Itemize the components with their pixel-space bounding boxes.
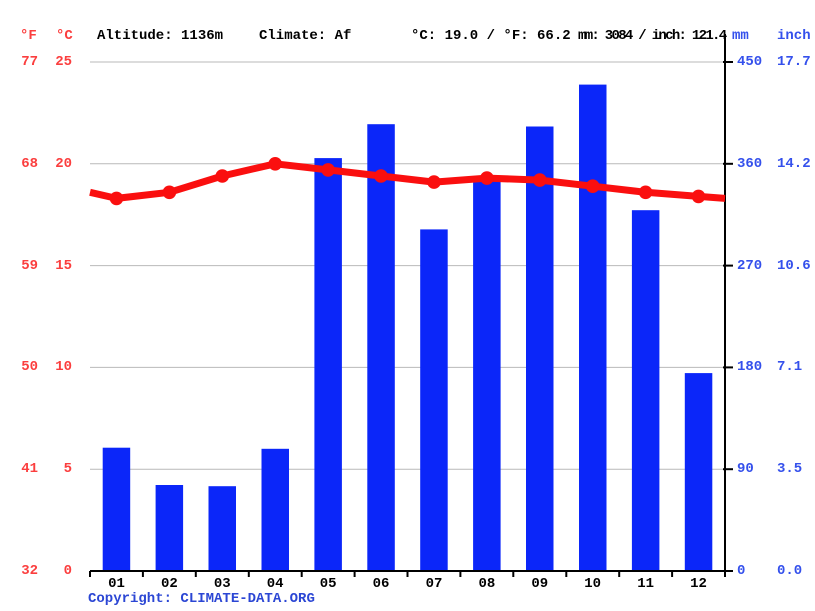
- climate-label: Climate: Af: [259, 28, 352, 44]
- inch-tick-label: 14.2: [777, 155, 811, 172]
- month-label: 10: [584, 576, 602, 592]
- copyright-link[interactable]: CLIMATE-DATA.ORG: [180, 591, 315, 607]
- precipitation-bar: [208, 486, 236, 571]
- temperature-point: [321, 163, 335, 177]
- precipitation-bar: [367, 124, 395, 571]
- mm-tick-label: 450: [737, 54, 763, 70]
- temperature-line: [89, 160, 726, 202]
- mm-tick-label: 270: [737, 257, 763, 274]
- precipitation-summary: mm: 3084 / inch: 121.4: [578, 28, 727, 44]
- fahrenheit-tick-label: 50: [21, 359, 38, 376]
- month-label: 07: [425, 576, 443, 592]
- temperature-point: [480, 171, 494, 185]
- copyright: Copyright: CLIMATE-DATA.ORG: [88, 591, 315, 607]
- mm-tick-label: 0: [737, 563, 746, 579]
- celsius-tick-label: 0: [63, 563, 72, 579]
- inch-tick-label: 7.1: [777, 359, 803, 376]
- temperature-point: [638, 185, 653, 200]
- inch-tick-label: 17.7: [777, 54, 811, 70]
- celsius-tick-label: 20: [55, 155, 72, 172]
- month-label: 08: [478, 576, 496, 592]
- temperature-point: [215, 169, 230, 183]
- month-label: 01: [108, 576, 125, 592]
- inch-axis-title: inch: [777, 28, 811, 44]
- precipitation-bar: [473, 178, 501, 571]
- precipitation-bar: [314, 158, 342, 571]
- month-label: 12: [690, 576, 707, 592]
- precipitation-bar: [155, 485, 184, 571]
- celsius-tick-label: 25: [55, 54, 72, 70]
- inch-tick-label: 3.5: [777, 461, 803, 478]
- inch-tick-label: 0.0: [777, 563, 803, 579]
- fahrenheit-tick-label: 68: [21, 155, 38, 172]
- temperature-point: [374, 169, 388, 183]
- precipitation-bar: [102, 447, 131, 571]
- celsius-tick-label: 15: [55, 257, 72, 274]
- celsius-axis-title: °C: [56, 28, 73, 44]
- mm-tick-label: 180: [737, 359, 763, 376]
- altitude-label: Altitude: 1136m: [97, 28, 224, 44]
- month-label: 05: [319, 576, 337, 592]
- fahrenheit-tick-label: 59: [21, 257, 38, 274]
- month-label: 06: [372, 576, 390, 592]
- month-label: 03: [213, 576, 231, 592]
- mm-tick-label: 90: [737, 461, 754, 478]
- fahrenheit-axis-title: °F: [20, 28, 37, 44]
- temperature-point: [533, 173, 547, 187]
- temperature-point: [691, 189, 706, 204]
- precipitation-bar: [261, 448, 289, 571]
- inch-tick-label: 10.6: [777, 257, 811, 274]
- precipitation-bar: [579, 84, 607, 571]
- mm-tick-label: 360: [737, 155, 763, 172]
- temperature-point: [162, 185, 177, 200]
- copyright-label: Copyright:: [88, 591, 181, 607]
- celsius-tick-label: 10: [55, 359, 72, 376]
- fahrenheit-tick-label: 41: [21, 461, 38, 478]
- month-label: 04: [266, 576, 284, 592]
- temperature-point: [585, 179, 600, 193]
- precipitation-bar: [684, 373, 713, 571]
- mm-axis-title: mm: [732, 28, 749, 44]
- temperature-summary: °C: 19.0 / °F: 66.2: [411, 28, 571, 44]
- fahrenheit-tick-label: 32: [21, 563, 38, 579]
- month-label: 09: [531, 576, 549, 592]
- precipitation-bar: [420, 229, 448, 571]
- temperature-point: [109, 191, 124, 206]
- precipitation-bar: [631, 210, 660, 571]
- temperature-point: [427, 175, 441, 189]
- month-label: 11: [637, 576, 654, 592]
- temperature-point: [268, 157, 283, 171]
- precipitation-bar: [526, 126, 554, 571]
- fahrenheit-tick-label: 77: [21, 54, 38, 70]
- celsius-tick-label: 5: [63, 461, 72, 478]
- month-label: 02: [160, 576, 178, 592]
